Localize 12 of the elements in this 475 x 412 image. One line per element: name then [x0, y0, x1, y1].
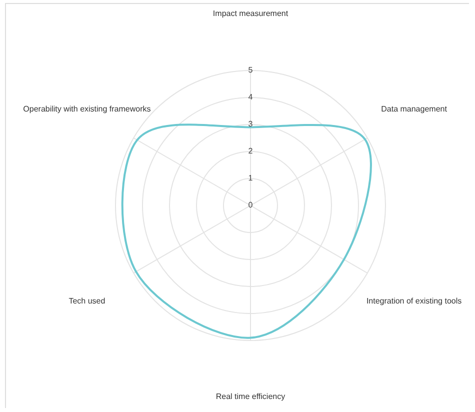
spoke-label: Integration of existing tools: [366, 296, 462, 306]
y-tick-label: 2: [248, 146, 254, 156]
y-tick-label: 0: [248, 200, 254, 210]
spoke-label: Data management: [381, 104, 448, 114]
y-tick-label: 3: [248, 120, 254, 128]
spoke-label: Operability with existing frameworks: [23, 104, 151, 114]
y-tick-label: 4: [248, 92, 254, 102]
y-tick-label: 5: [248, 66, 254, 74]
y-tick-label: 1: [248, 174, 254, 182]
spoke-label: Real time efficiency: [216, 392, 286, 402]
spoke-label: Impact measurement: [212, 8, 289, 18]
spoke-label: Tech used: [68, 296, 106, 306]
